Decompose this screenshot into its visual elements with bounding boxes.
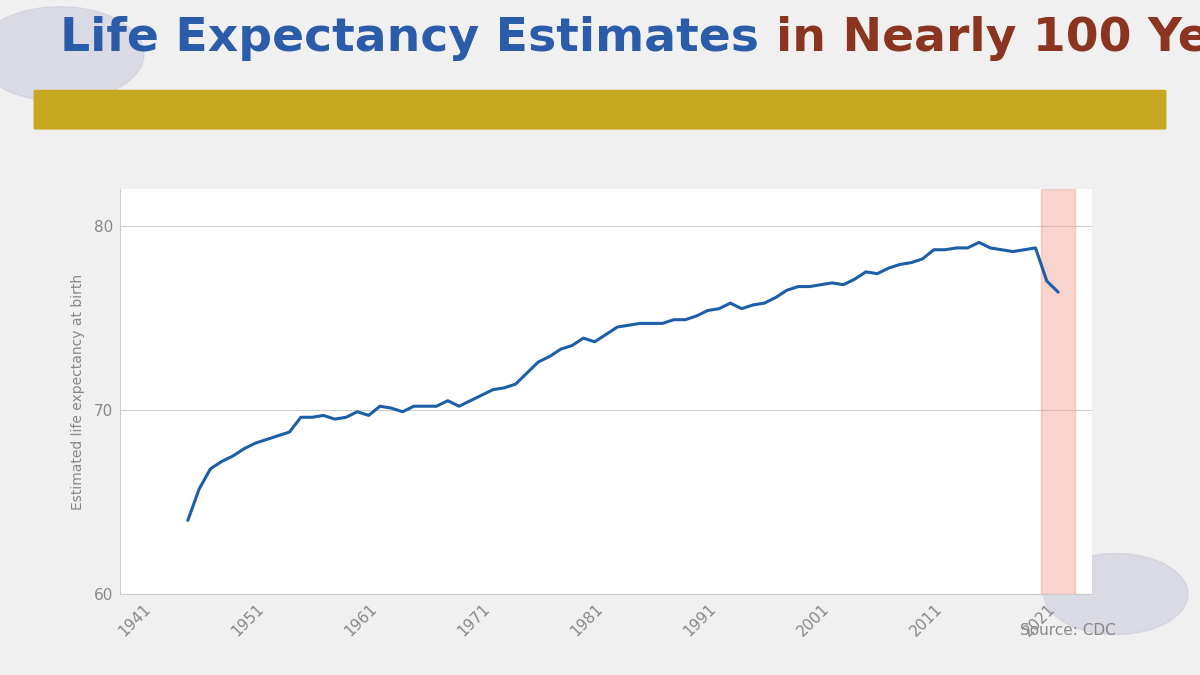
Text: Life Expectancy Estimates: Life Expectancy Estimates [60,16,775,61]
FancyBboxPatch shape [34,90,1166,130]
Circle shape [1044,554,1188,634]
Text: Source: CDC: Source: CDC [1020,623,1116,638]
Circle shape [0,7,144,101]
Bar [1042,189,1075,594]
Y-axis label: Estimated life expectancy at birth: Estimated life expectancy at birth [71,273,85,510]
Text: in Nearly 100 Years: in Nearly 100 Years [775,16,1200,61]
